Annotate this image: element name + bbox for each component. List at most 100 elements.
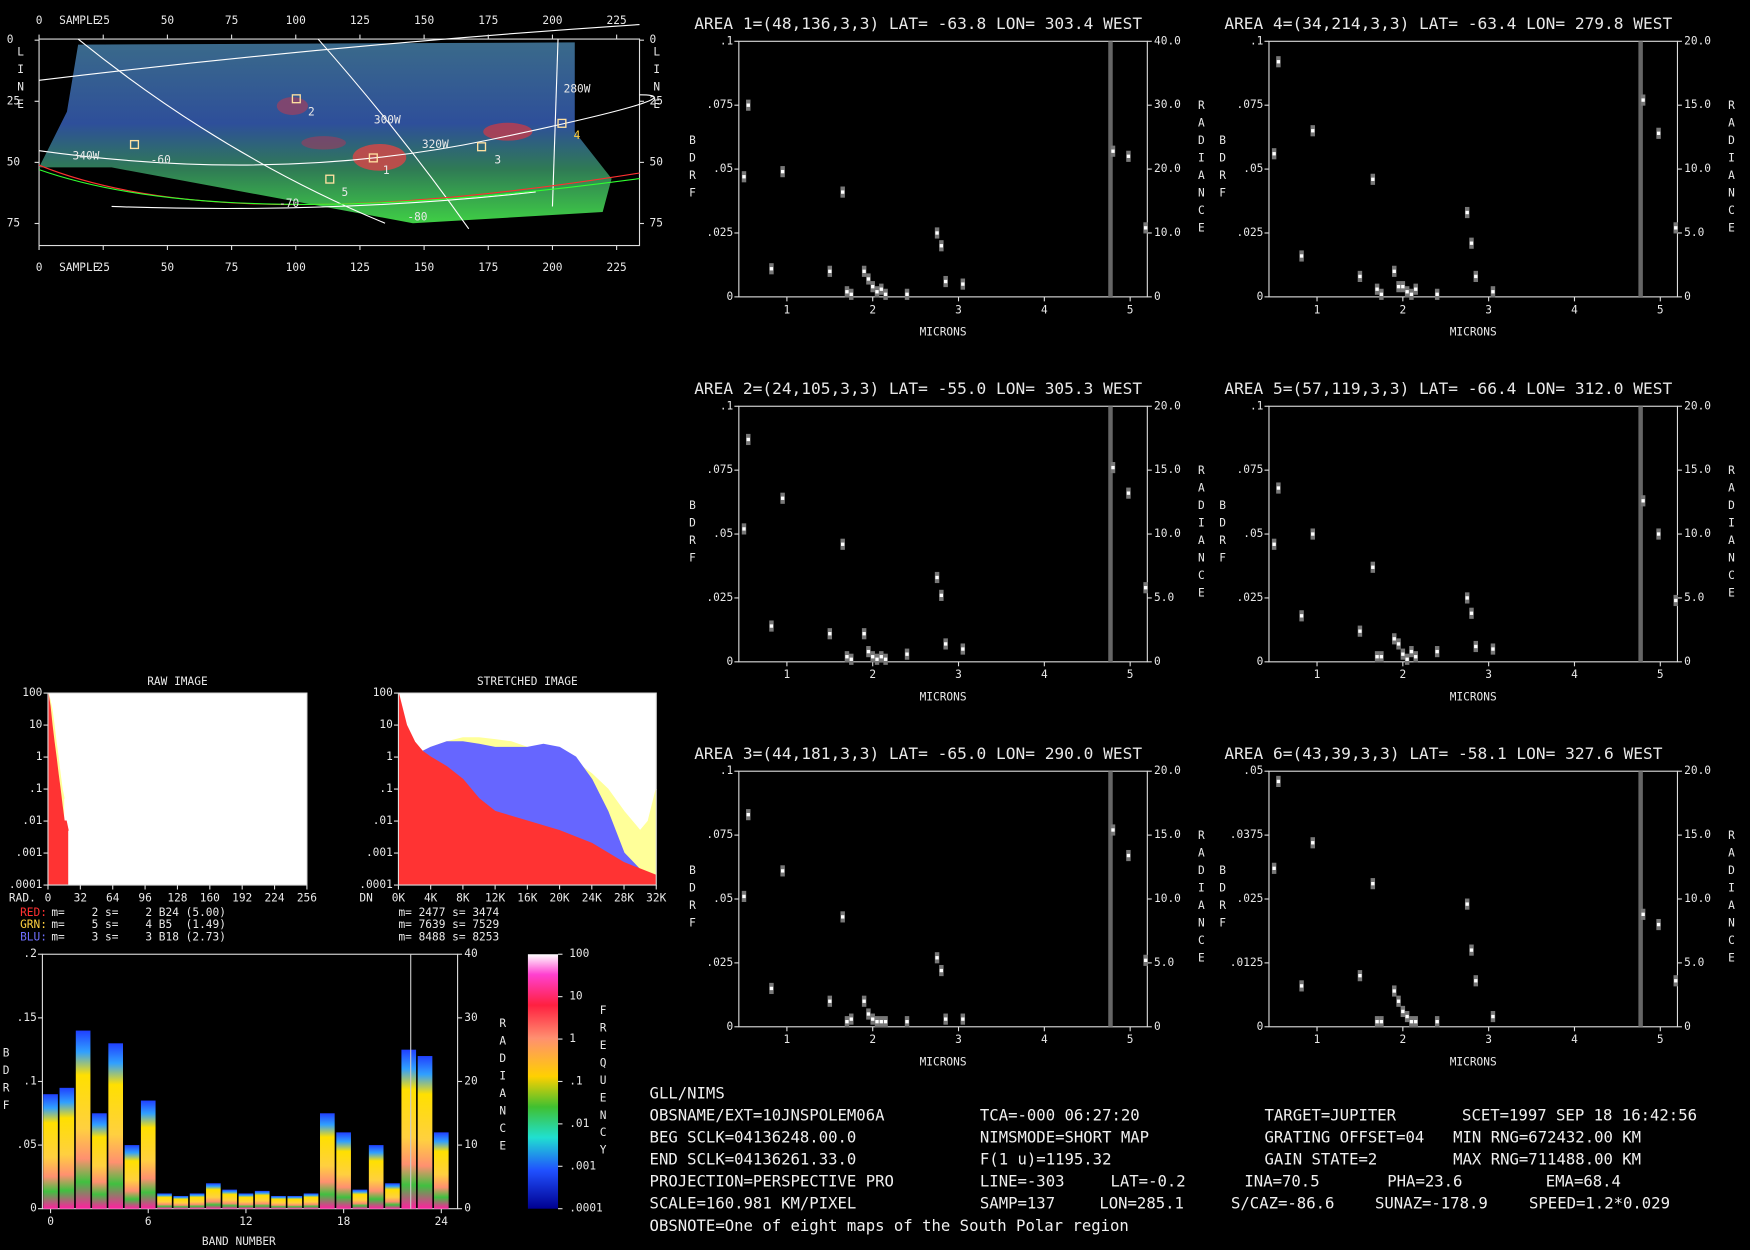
bar	[303, 1193, 319, 1209]
sample-tick-label: 100	[286, 14, 306, 27]
colorbar-label: FREQUENCY	[597, 1004, 610, 1161]
y2-tick-label: 5.0	[1684, 591, 1704, 604]
colorbar	[527, 954, 559, 1209]
bar	[222, 1189, 237, 1209]
point	[849, 292, 853, 296]
point	[1358, 973, 1362, 978]
point	[1465, 210, 1469, 215]
bar	[368, 1145, 384, 1209]
area-box	[557, 118, 567, 128]
point	[1143, 226, 1148, 230]
point	[1111, 465, 1115, 470]
point	[883, 292, 888, 296]
point	[1474, 979, 1478, 983]
point	[845, 1020, 849, 1024]
info-text: SCALE=160.981 KM/PIXEL	[650, 1195, 857, 1213]
bar	[352, 1189, 368, 1209]
y2-tick-label: 10.0	[1684, 892, 1711, 905]
x-tick-label: 1	[1314, 1033, 1321, 1046]
line-tick-label: 50	[650, 155, 663, 168]
y2-tick-label: 10.0	[1684, 527, 1711, 540]
y-tick-label: 10	[29, 718, 42, 731]
x-tick-label: 5	[1657, 303, 1664, 316]
point	[742, 894, 746, 899]
colorbar-tick-label: .0001	[569, 1202, 603, 1215]
point	[845, 290, 849, 294]
x-tick-label: 128	[167, 891, 187, 904]
plot-bg	[47, 693, 307, 886]
info-text: LINE=-303	[980, 1173, 1065, 1191]
x-tick-label: 0	[47, 1215, 54, 1228]
line-label: LINE	[14, 45, 27, 115]
point	[1469, 611, 1474, 615]
info-text: SUNAZ=-178.9	[1375, 1195, 1488, 1213]
grid-label: -70	[279, 197, 299, 210]
info-text: PHA=23.6	[1387, 1173, 1462, 1191]
stats-text: m= 2477 s= 3474	[398, 906, 499, 919]
plot-frame	[1268, 770, 1679, 1028]
info-text: SCET=1997 SEP 18 16:42:56	[1462, 1106, 1697, 1124]
point	[780, 496, 785, 500]
point	[828, 269, 832, 273]
y2-tick-label: 5.0	[1154, 591, 1174, 604]
y-tick-label: 0	[1257, 290, 1264, 303]
y2-tick-label: 5.0	[1154, 956, 1174, 969]
bar	[336, 1132, 351, 1209]
x-tick-label: 24K	[582, 891, 602, 904]
point	[769, 624, 774, 628]
point	[841, 190, 845, 194]
point	[1379, 1020, 1384, 1024]
point	[961, 647, 965, 651]
x-tick-label: 160	[200, 891, 220, 904]
x-tick-label: 4	[1571, 303, 1578, 316]
y-tick-label: .025	[706, 956, 733, 969]
y-axis-label: BDRF	[686, 499, 699, 569]
colorbar-tick-label: 10	[569, 990, 582, 1003]
y2-tick-label: 20.0	[1154, 764, 1181, 777]
x-axis-label: MICRONS	[1450, 691, 1497, 704]
point	[1371, 177, 1375, 181]
bar	[238, 1193, 254, 1209]
point	[1111, 149, 1115, 153]
bar	[401, 1049, 417, 1209]
point	[1371, 881, 1375, 886]
x-tick-label: 12K	[485, 891, 505, 904]
map-feature	[301, 136, 346, 150]
point	[1299, 254, 1304, 258]
stats-text: m= 8488 s= 8253	[398, 930, 499, 943]
y-tick-label: .05	[1243, 764, 1263, 777]
point	[849, 1017, 853, 1021]
plot-frame	[1268, 405, 1679, 663]
point	[1469, 948, 1474, 952]
x-tick-label: 8K	[456, 891, 470, 904]
point	[841, 915, 845, 919]
y2-tick-label: 10.0	[1154, 226, 1181, 239]
x-tick-label: 3	[955, 303, 962, 316]
x-tick-label: 12	[239, 1215, 252, 1228]
plot-frame	[1268, 40, 1679, 298]
point	[1656, 532, 1661, 536]
point	[828, 632, 832, 636]
y2-tick-label: 10.0	[1154, 527, 1181, 540]
point	[883, 657, 888, 661]
x-tick-label: 2	[869, 1033, 876, 1046]
point	[1414, 655, 1418, 659]
point	[1111, 828, 1115, 832]
area-label: 3	[494, 154, 501, 167]
sample-tick-label: 50	[161, 261, 174, 274]
info-text: OBSNAME/EXT=10JNSPOLEM06A	[650, 1106, 886, 1124]
point	[1272, 866, 1276, 870]
hist-fill	[398, 693, 657, 886]
y2-tick-label: 40.0	[1154, 34, 1181, 47]
area-label: 4	[574, 129, 581, 142]
bar	[173, 1195, 189, 1209]
point	[780, 169, 785, 174]
x-tick-label: 224	[264, 891, 284, 904]
info-text: GRATING OFFSET=04	[1265, 1128, 1425, 1146]
x-tick-label: 4	[1571, 668, 1578, 681]
y-tick-label: 0	[1257, 655, 1264, 668]
point	[935, 231, 939, 235]
point	[780, 869, 785, 873]
stats-text: m= 3 s= 3 B18 (2.73)	[51, 930, 226, 943]
point	[961, 1017, 965, 1021]
